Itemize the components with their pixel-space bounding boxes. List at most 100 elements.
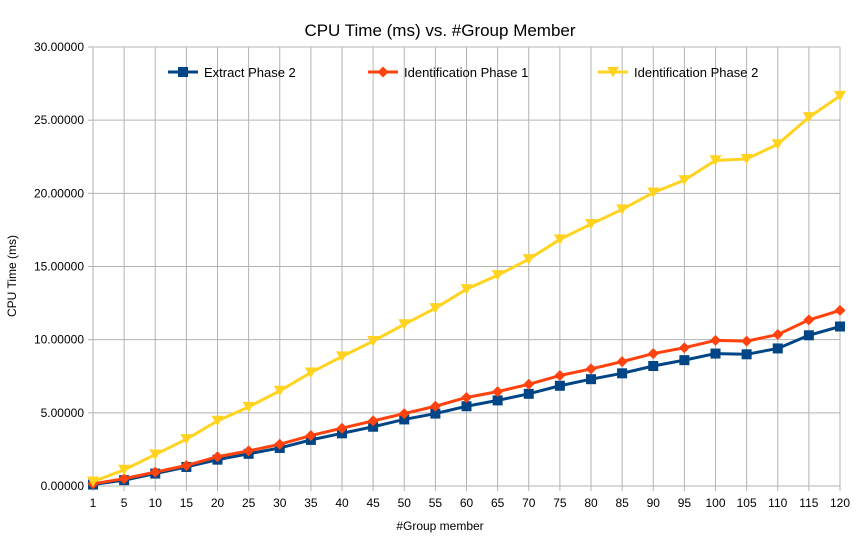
data-point: [461, 391, 472, 403]
data-point: [741, 335, 753, 347]
y-tick-label: 20.00000: [34, 186, 84, 200]
data-point: [118, 464, 131, 476]
data-point: [803, 330, 814, 341]
x-tick-label: 80: [584, 496, 598, 510]
data-point: [554, 380, 565, 391]
data-point: [336, 422, 348, 434]
data-point: [709, 155, 722, 166]
data-point: [180, 434, 193, 445]
data-point: [771, 139, 784, 150]
data-point: [802, 112, 815, 123]
x-tick-label: 15: [180, 496, 194, 510]
x-axis-title: #Group member: [396, 519, 483, 533]
data-point: [740, 153, 753, 165]
data-point: [118, 473, 130, 485]
x-tick-label: 30: [273, 496, 287, 510]
data-point: [741, 349, 752, 360]
legend: Extract Phase 2 Identification Phase 1 Ide…: [168, 65, 758, 80]
x-tick-label: 35: [304, 496, 318, 510]
data-point: [429, 303, 442, 314]
data-point: [211, 415, 224, 427]
y-tick-label: 30.00000: [34, 40, 84, 54]
tick-labels: 0.00000 5.00000 10.00000 15.00000 20.00000 25…: [34, 40, 850, 510]
data-point: [803, 314, 815, 326]
legend-item: Identification Phase 2: [598, 65, 758, 80]
data-point: [180, 460, 192, 472]
data-point: [273, 385, 286, 397]
data-point: [399, 414, 410, 425]
data-point: [367, 336, 380, 347]
data-point: [678, 175, 691, 186]
x-tick-label: 90: [647, 496, 661, 510]
data-point: [772, 329, 784, 341]
data-point: [678, 342, 690, 354]
x-tick-label: 105: [737, 496, 757, 510]
x-tick-label: 95: [678, 496, 692, 510]
data-point: [212, 451, 223, 463]
data-point: [460, 284, 473, 295]
legend-label: Identification Phase 2: [634, 65, 758, 80]
legend-marker: [607, 66, 619, 78]
data-point: [554, 370, 566, 382]
data-point: [274, 438, 286, 450]
y-axis-title: CPU Time (ms): [5, 235, 19, 317]
x-tick-label: 55: [429, 496, 443, 510]
legend-marker: [178, 67, 188, 77]
data-point: [305, 430, 317, 442]
data-point: [430, 408, 441, 419]
data-point: [585, 363, 597, 375]
x-tick-label: 120: [830, 496, 850, 510]
data-point: [368, 421, 379, 432]
legend-label: Identification Phase 1: [404, 65, 528, 80]
x-tick-label: 40: [335, 496, 349, 510]
series-3: [87, 90, 846, 488]
data-point: [647, 348, 659, 360]
data-point: [492, 386, 504, 398]
data-point: [523, 378, 535, 390]
x-tick-label: 1: [90, 496, 97, 510]
data-point: [398, 408, 410, 420]
legend-label: Extract Phase 2: [204, 65, 296, 80]
data-point: [553, 234, 566, 245]
x-tick-label: 100: [705, 496, 725, 510]
data-point: [679, 355, 690, 366]
x-tick-label: 70: [522, 496, 536, 510]
data-point: [149, 449, 162, 460]
chart-title: CPU Time (ms) vs. #Group Member: [304, 21, 575, 40]
x-tick-label: 115: [799, 496, 818, 510]
y-tick-label: 0.00000: [41, 479, 85, 493]
x-tick-label: 75: [553, 496, 567, 510]
data-point: [835, 321, 845, 332]
grid-lines: [92, 46, 841, 487]
data-point: [149, 466, 161, 478]
legend-item: Identification Phase 1: [368, 65, 528, 80]
x-tick-label: 65: [491, 496, 505, 510]
y-tick-label: 10.00000: [34, 333, 84, 347]
data-point: [522, 254, 535, 265]
legend-marker: [377, 66, 389, 78]
data-point: [523, 388, 534, 399]
data-point: [304, 367, 317, 378]
x-tick-label: 60: [460, 496, 474, 510]
data-point: [243, 445, 255, 457]
data-point: [367, 415, 379, 427]
data-point: [461, 401, 472, 412]
x-tick-label: 25: [242, 496, 256, 510]
x-tick-label: 10: [149, 496, 163, 510]
data-point: [429, 400, 441, 412]
x-tick-label: 85: [615, 496, 629, 510]
data-point: [834, 90, 846, 102]
y-tick-label: 15.00000: [34, 260, 84, 274]
series-layer: [87, 90, 846, 490]
data-point: [336, 351, 348, 362]
x-tick-label: 110: [768, 496, 787, 510]
data-point: [87, 476, 99, 488]
data-point: [616, 356, 628, 368]
data-point: [242, 401, 255, 413]
data-point: [398, 319, 411, 330]
data-point: [648, 361, 659, 372]
y-tick-label: 25.00000: [34, 113, 84, 127]
axes: [88, 46, 841, 491]
